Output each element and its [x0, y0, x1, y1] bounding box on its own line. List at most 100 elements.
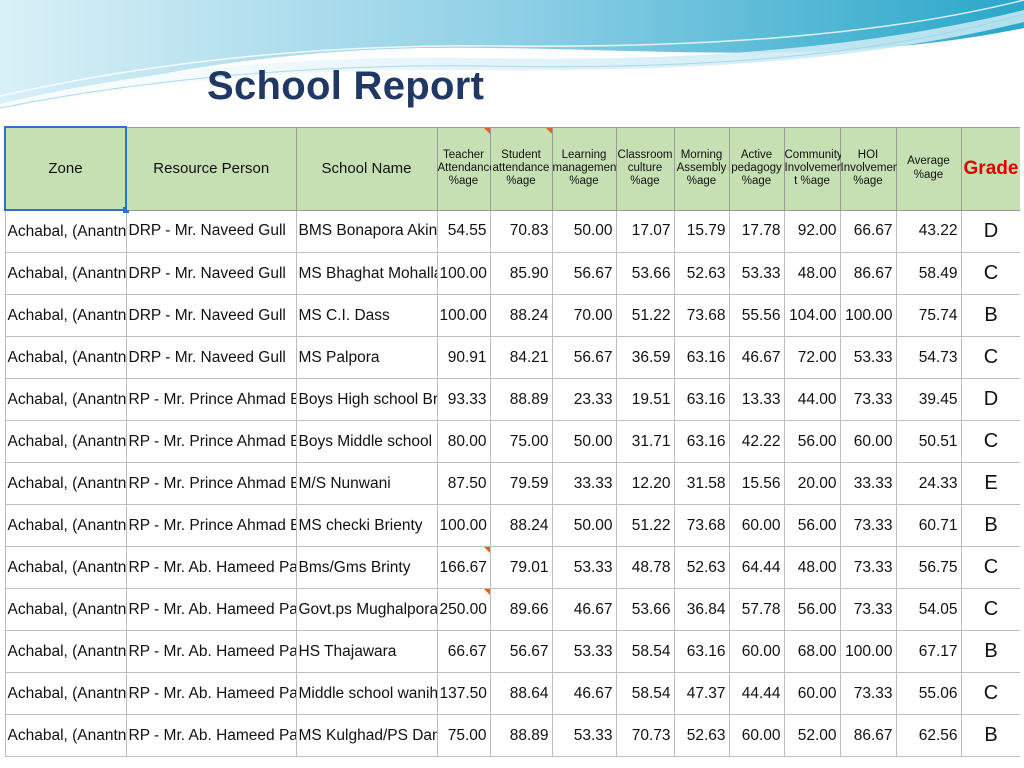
cell-classroom-culture[interactable]: 19.51 [615, 378, 675, 421]
cell-learning-management[interactable]: 70.00 [551, 294, 617, 337]
cell-active-pedagogy[interactable]: 17.78 [728, 209, 785, 253]
cell-student-attendance[interactable]: 79.59 [489, 462, 553, 505]
cell-active-pedagogy[interactable]: 55.56 [728, 294, 785, 337]
cell-classroom-culture[interactable]: 58.54 [615, 672, 675, 715]
cell-active-pedagogy[interactable]: 46.67 [728, 336, 785, 379]
cell-community-involvement[interactable]: 60.00 [783, 672, 841, 715]
cell-hoi-involvement[interactable]: 60.00 [839, 420, 897, 463]
cell-learning-management[interactable]: 53.33 [551, 630, 617, 673]
cell-community-involvement[interactable]: 92.00 [783, 209, 841, 253]
cell-classroom-culture[interactable]: 51.22 [615, 504, 675, 547]
cell-school-name[interactable]: HS Thajawara [295, 630, 438, 673]
cell-resource-person[interactable]: DRP - Mr. Naveed Gull [125, 294, 297, 337]
cell-teacher-attendance[interactable]: 90.91 [436, 336, 491, 379]
cell-teacher-attendance[interactable]: 80.00 [436, 420, 491, 463]
header-school-name[interactable]: School Name [295, 126, 438, 211]
cell-morning-assembly[interactable]: 52.63 [673, 714, 730, 757]
cell-active-pedagogy[interactable]: 13.33 [728, 378, 785, 421]
cell-active-pedagogy[interactable]: 60.00 [728, 504, 785, 547]
cell-student-attendance[interactable]: 89.66 [489, 588, 553, 631]
cell-grade[interactable]: C [960, 546, 1020, 589]
cell-classroom-culture[interactable]: 17.07 [615, 209, 675, 253]
cell-hoi-involvement[interactable]: 100.00 [839, 630, 897, 673]
cell-student-attendance[interactable]: 79.01 [489, 546, 553, 589]
cell-resource-person[interactable]: RP - Mr. Ab. Hameed Parry [125, 588, 297, 631]
header-average[interactable]: Average %age [895, 126, 962, 211]
cell-student-attendance[interactable]: 88.89 [489, 714, 553, 757]
cell-school-name[interactable]: MS Kulghad/PS Danger pora [295, 714, 438, 757]
cell-morning-assembly[interactable]: 63.16 [673, 378, 730, 421]
cell-zone[interactable]: Achabal, (Anantnag) [4, 546, 127, 589]
cell-grade[interactable]: B [960, 294, 1020, 337]
cell-learning-management[interactable]: 33.33 [551, 462, 617, 505]
cell-zone[interactable]: Achabal, (Anantnag) [4, 420, 127, 463]
cell-average[interactable]: 55.06 [895, 672, 962, 715]
cell-hoi-involvement[interactable]: 86.67 [839, 714, 897, 757]
cell-average[interactable]: 58.49 [895, 252, 962, 295]
cell-teacher-attendance[interactable]: 166.67 [436, 546, 491, 589]
cell-zone[interactable]: Achabal, (Anantnag) [4, 294, 127, 337]
cell-morning-assembly[interactable]: 73.68 [673, 294, 730, 337]
cell-morning-assembly[interactable]: 63.16 [673, 420, 730, 463]
cell-resource-person[interactable]: RP - Mr. Prince Ahmad Bhat [125, 504, 297, 547]
cell-student-attendance[interactable]: 56.67 [489, 630, 553, 673]
cell-learning-management[interactable]: 23.33 [551, 378, 617, 421]
cell-average[interactable]: 43.22 [895, 209, 962, 253]
cell-teacher-attendance[interactable]: 250.00 [436, 588, 491, 631]
cell-community-involvement[interactable]: 68.00 [783, 630, 841, 673]
cell-grade[interactable]: B [960, 504, 1020, 547]
cell-hoi-involvement[interactable]: 73.33 [839, 672, 897, 715]
cell-morning-assembly[interactable]: 52.63 [673, 546, 730, 589]
cell-morning-assembly[interactable]: 47.37 [673, 672, 730, 715]
cell-active-pedagogy[interactable]: 53.33 [728, 252, 785, 295]
cell-morning-assembly[interactable]: 63.16 [673, 630, 730, 673]
cell-school-name[interactable]: Bms/Gms Brinty [295, 546, 438, 589]
cell-hoi-involvement[interactable]: 66.67 [839, 209, 897, 253]
cell-hoi-involvement[interactable]: 86.67 [839, 252, 897, 295]
cell-average[interactable]: 62.56 [895, 714, 962, 757]
header-active-pedagogy[interactable]: Active pedagogy %age [728, 126, 785, 211]
header-zone[interactable]: Zone [4, 126, 129, 213]
cell-community-involvement[interactable]: 56.00 [783, 504, 841, 547]
cell-school-name[interactable]: M/S Nunwani [295, 462, 438, 505]
cell-teacher-attendance[interactable]: 93.33 [436, 378, 491, 421]
cell-morning-assembly[interactable]: 63.16 [673, 336, 730, 379]
cell-resource-person[interactable]: RP - Mr. Ab. Hameed Parry [125, 714, 297, 757]
cell-school-name[interactable]: Govt.ps Mughalpora Brinty [295, 588, 438, 631]
cell-average[interactable]: 50.51 [895, 420, 962, 463]
cell-resource-person[interactable]: RP - Mr. Ab. Hameed Parry [125, 672, 297, 715]
cell-hoi-involvement[interactable]: 73.33 [839, 378, 897, 421]
cell-grade[interactable]: E [960, 462, 1020, 505]
cell-student-attendance[interactable]: 85.90 [489, 252, 553, 295]
cell-resource-person[interactable]: RP - Mr. Ab. Hameed Parry [125, 630, 297, 673]
cell-learning-management[interactable]: 50.00 [551, 420, 617, 463]
cell-school-name[interactable]: Boys High school Brakpora [295, 378, 438, 421]
cell-resource-person[interactable]: RP - Mr. Prince Ahmad Bhat [125, 378, 297, 421]
cell-school-name[interactable]: Middle school wanihama [295, 672, 438, 715]
cell-zone[interactable]: Achabal, (Anantnag) [4, 209, 127, 253]
cell-grade[interactable]: C [960, 588, 1020, 631]
cell-zone[interactable]: Achabal, (Anantnag) [4, 714, 127, 757]
cell-student-attendance[interactable]: 70.83 [489, 209, 553, 253]
cell-community-involvement[interactable]: 52.00 [783, 714, 841, 757]
cell-hoi-involvement[interactable]: 73.33 [839, 546, 897, 589]
cell-school-name[interactable]: Boys Middle school Dailgam [295, 420, 438, 463]
cell-classroom-culture[interactable]: 48.78 [615, 546, 675, 589]
cell-resource-person[interactable]: RP - Mr. Ab. Hameed Parry [125, 546, 297, 589]
cell-classroom-culture[interactable]: 58.54 [615, 630, 675, 673]
cell-classroom-culture[interactable]: 51.22 [615, 294, 675, 337]
cell-average[interactable]: 56.75 [895, 546, 962, 589]
cell-student-attendance[interactable]: 75.00 [489, 420, 553, 463]
cell-active-pedagogy[interactable]: 15.56 [728, 462, 785, 505]
cell-average[interactable]: 75.74 [895, 294, 962, 337]
cell-zone[interactable]: Achabal, (Anantnag) [4, 630, 127, 673]
cell-morning-assembly[interactable]: 31.58 [673, 462, 730, 505]
cell-average[interactable]: 67.17 [895, 630, 962, 673]
cell-average[interactable]: 24.33 [895, 462, 962, 505]
cell-hoi-involvement[interactable]: 73.33 [839, 588, 897, 631]
cell-learning-management[interactable]: 56.67 [551, 252, 617, 295]
cell-resource-person[interactable]: DRP - Mr. Naveed Gull [125, 209, 297, 253]
cell-student-attendance[interactable]: 88.24 [489, 504, 553, 547]
cell-school-name[interactable]: MS checki Brienty [295, 504, 438, 547]
header-classroom-culture[interactable]: Classroom culture %age [615, 126, 675, 211]
